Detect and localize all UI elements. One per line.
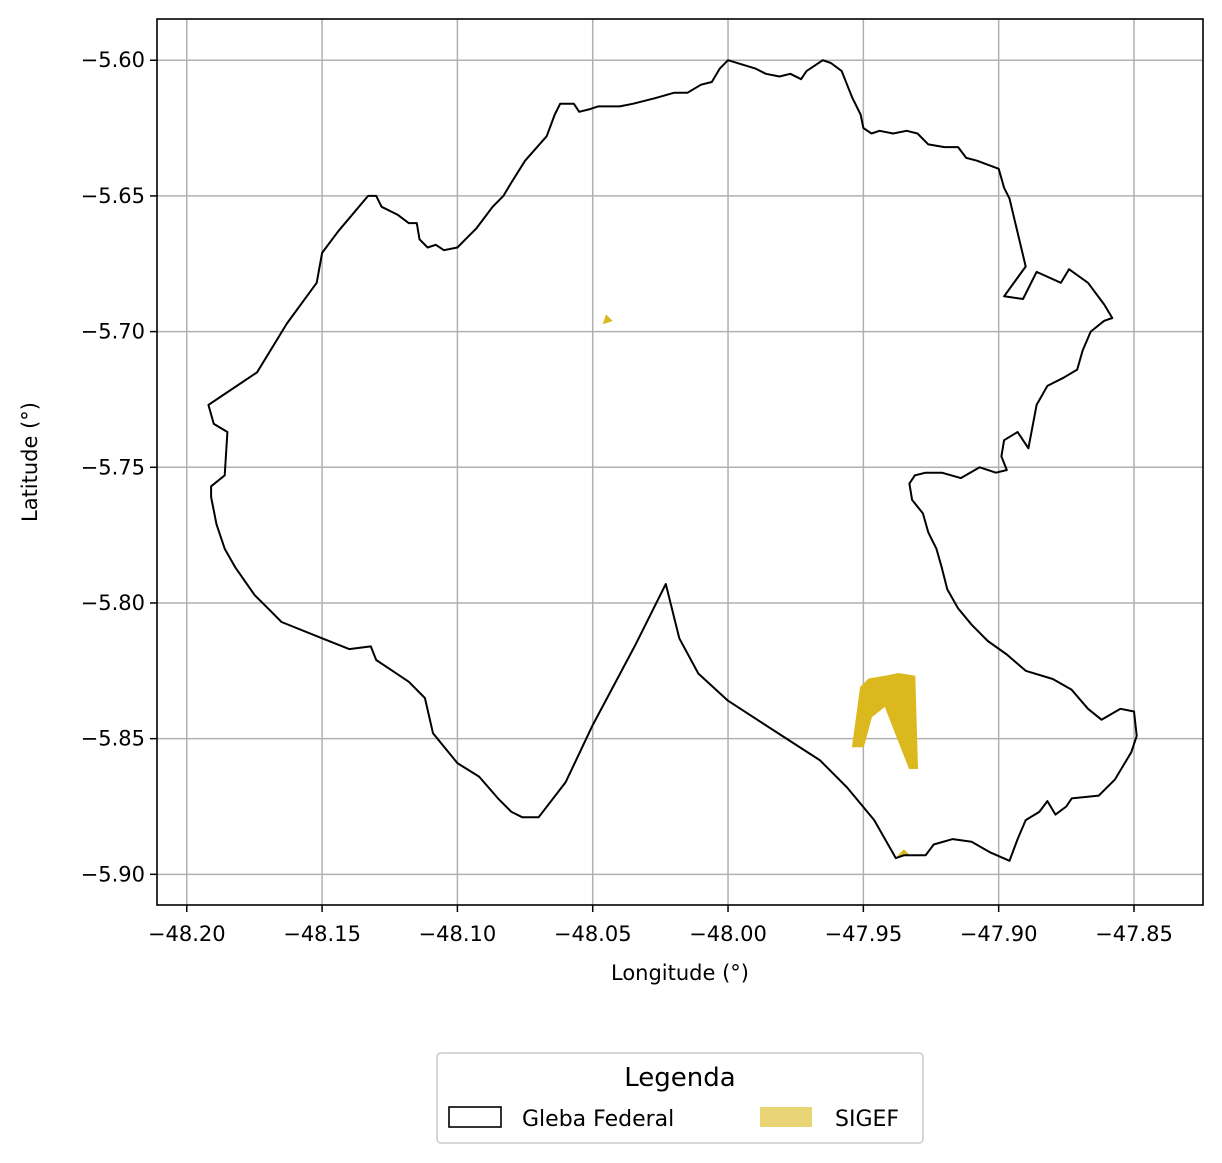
y-tick-label: −5.70 bbox=[81, 320, 145, 344]
y-tick-label: −5.80 bbox=[81, 591, 145, 615]
x-tick-label: −47.95 bbox=[824, 922, 902, 946]
legend-swatch-sigef bbox=[760, 1107, 812, 1127]
gleba-layer bbox=[207, 59, 1138, 862]
x-tick-label: −48.10 bbox=[419, 922, 497, 946]
y-tick-label: −5.90 bbox=[81, 862, 145, 886]
y-axis-label: Latitude (°) bbox=[18, 402, 42, 522]
axis-ticks: −48.20 −48.15 −48.10 −48.05 −48.00 −47.95 −47.… bbox=[81, 48, 1173, 946]
x-axis-label: Longitude (°) bbox=[611, 961, 749, 985]
x-tick-label: −48.05 bbox=[554, 922, 632, 946]
gleba-federal-boundary bbox=[207, 59, 1138, 862]
sigef-parcel bbox=[602, 314, 613, 325]
legend-title: Legenda bbox=[624, 1063, 735, 1093]
legend-label-gleba: Gleba Federal bbox=[522, 1107, 674, 1132]
y-tick-label: −5.60 bbox=[81, 48, 145, 72]
grid-lines bbox=[157, 19, 1203, 905]
y-tick-label: −5.65 bbox=[81, 184, 145, 208]
x-tick-label: −48.15 bbox=[283, 922, 361, 946]
x-tick-label: −47.90 bbox=[960, 922, 1038, 946]
x-tick-label: −48.00 bbox=[689, 922, 767, 946]
legend: Legenda Gleba Federal SIGEF bbox=[436, 1052, 924, 1144]
sigef-layer bbox=[602, 314, 919, 856]
sigef-parcel bbox=[851, 672, 919, 769]
legend-swatch-gleba bbox=[448, 1106, 502, 1128]
plot-frame bbox=[156, 18, 1204, 906]
y-tick-label: −5.75 bbox=[81, 455, 145, 479]
y-tick-label: −5.85 bbox=[81, 727, 145, 751]
x-tick-label: −47.85 bbox=[1095, 922, 1173, 946]
legend-label-sigef: SIGEF bbox=[835, 1107, 899, 1132]
x-tick-label: −48.20 bbox=[148, 922, 226, 946]
